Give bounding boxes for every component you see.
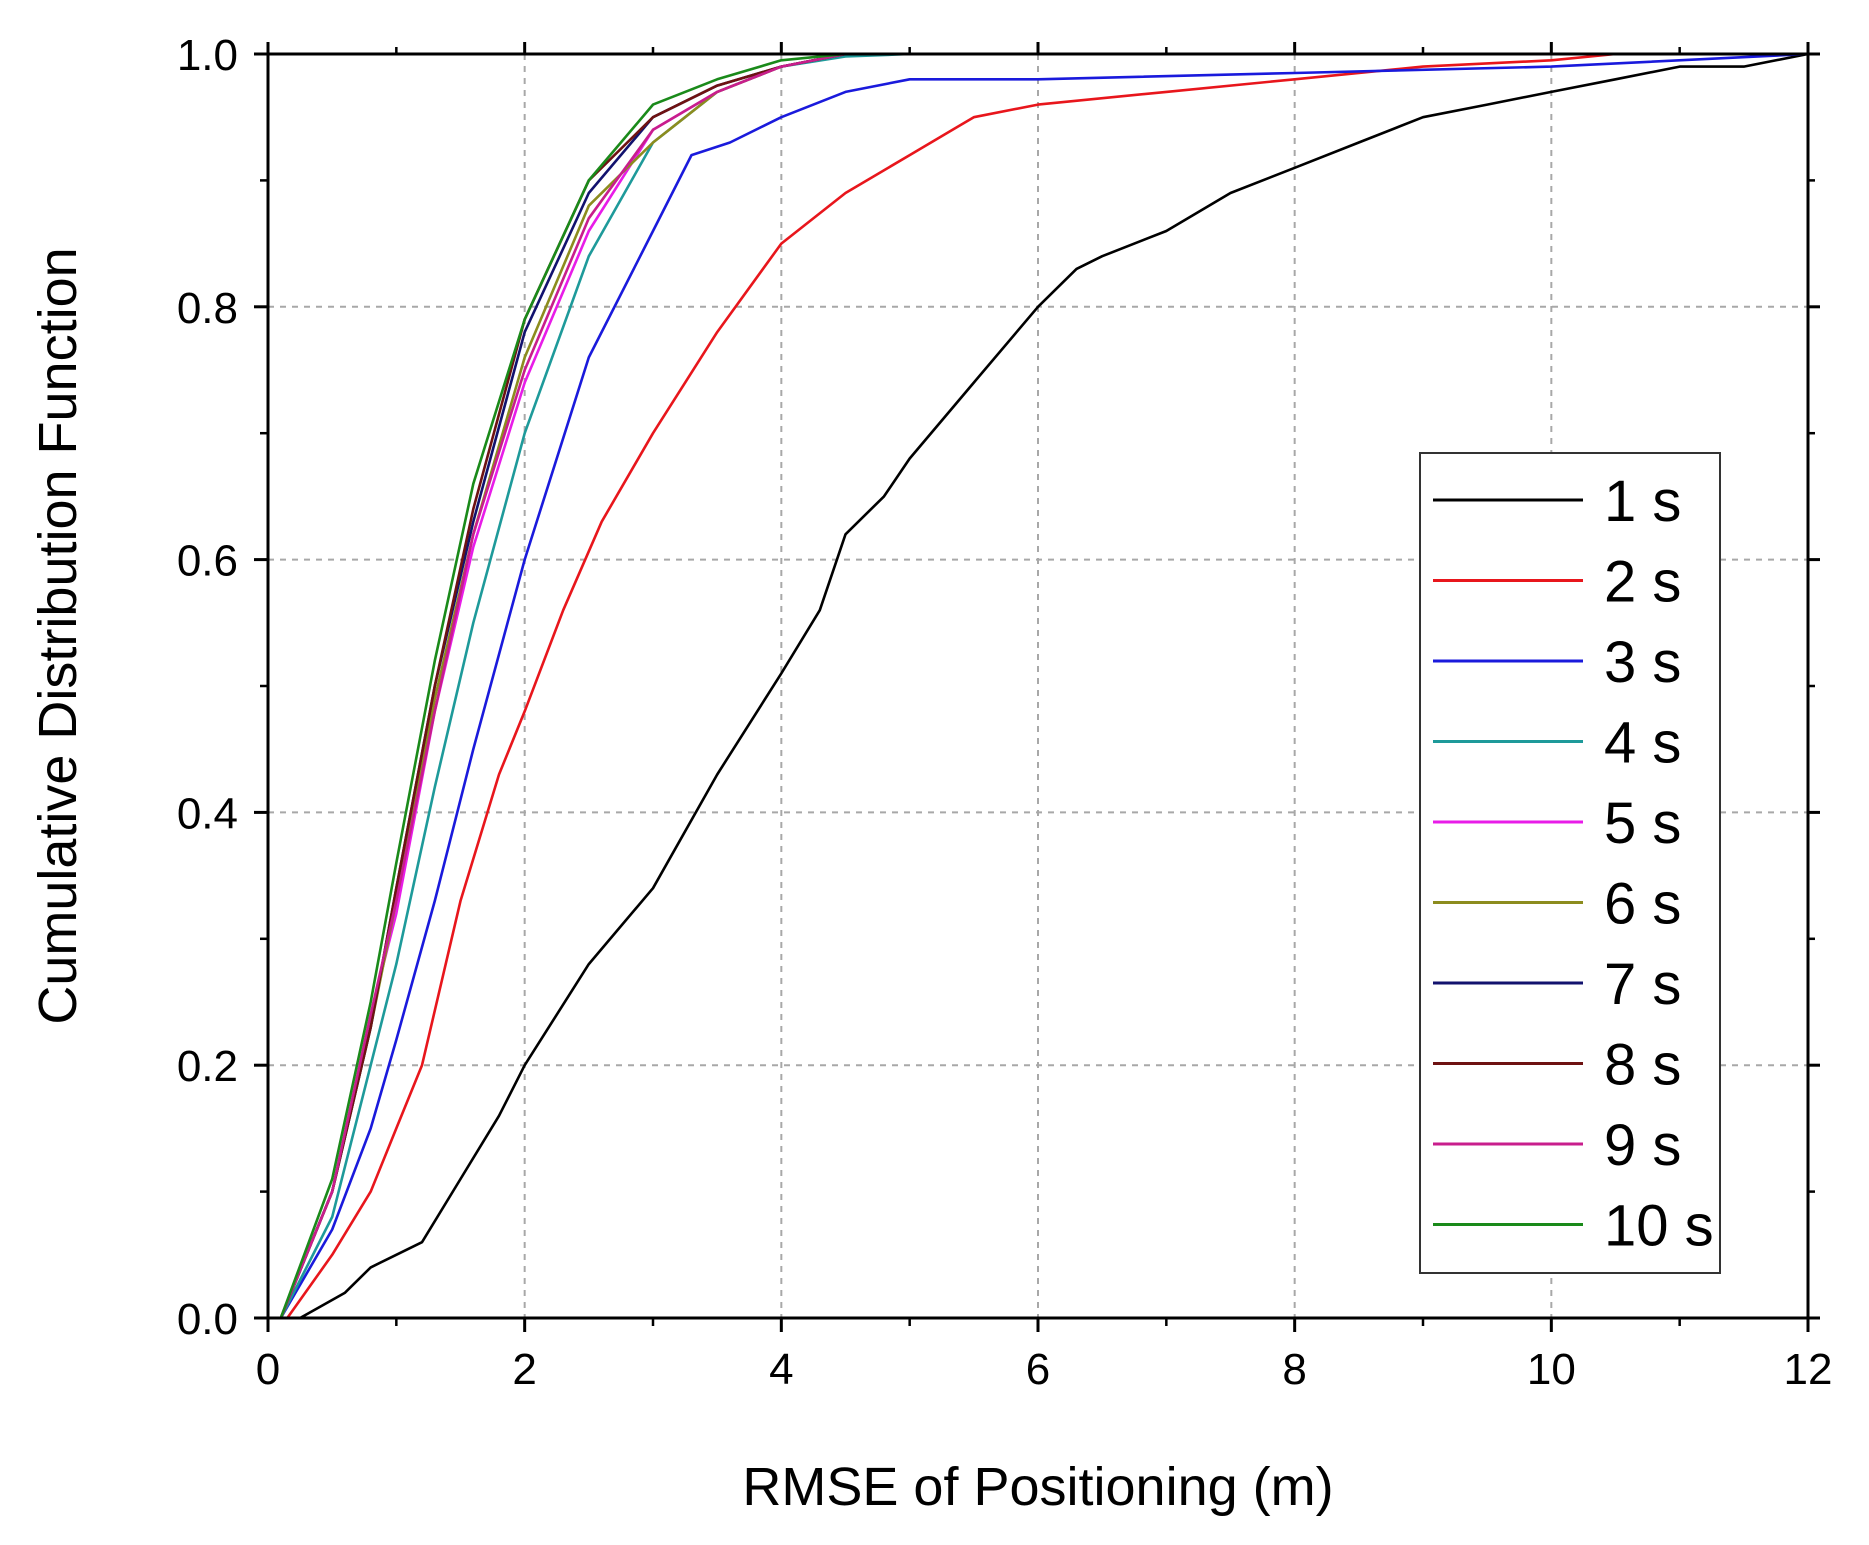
series-line-1s [299,52,1809,1320]
x-tick-label: 8 [1282,1345,1306,1394]
legend-label: 8 s [1604,1033,1681,1098]
series-line-9s [279,52,1808,1319]
x-tick-label: 0 [256,1345,280,1394]
legend-label: 10 s [1604,1194,1714,1259]
y-tick-label: 0.4 [177,789,238,838]
y-tick-label: 0.2 [177,1042,238,1091]
legend-items: 1 s 2 s 3 s 4 s 5 s 6 s 7 s 8 s 9 s 10 s [1433,469,1714,1259]
legend-label: 7 s [1604,952,1681,1017]
legend-label: 3 s [1604,630,1681,695]
x-tick-label: 6 [1026,1345,1050,1394]
series-line-3s [279,52,1809,1319]
x-axis-title: RMSE of Positioning (m) [742,1457,1333,1517]
legend: 1 s 2 s 3 s 4 s 5 s 6 s 7 s 8 s 9 s 10 s [1419,452,1721,1274]
legend-label: 6 s [1604,872,1681,937]
series-line-4s [279,52,1808,1319]
legend-label: 4 s [1604,711,1681,776]
x-tick-label: 2 [512,1345,536,1394]
x-tick-label: 10 [1527,1345,1576,1394]
y-axis-title: Cumulative Distribution Function [28,247,88,1024]
axis-ticks [254,42,1820,1332]
tick-labels: 0 2 4 6 8 10 12 0.0 0.2 0.4 0.6 0.8 1.0 [177,31,1833,1394]
legend-label: 5 s [1604,791,1681,856]
x-tick-label: 12 [1784,1345,1833,1394]
series-line-10s [279,52,1808,1319]
data-series [279,52,1809,1320]
y-tick-label: 0.8 [177,284,238,333]
y-tick-label: 0.6 [177,537,238,586]
legend-label: 9 s [1604,1113,1681,1178]
legend-label: 1 s [1604,469,1681,534]
series-line-2s [286,52,1808,1319]
x-tick-label: 4 [769,1345,793,1394]
legend-box [1419,452,1721,1274]
y-tick-label: 1.0 [177,31,238,80]
legend-label: 2 s [1604,550,1681,615]
y-tick-label: 0.0 [177,1295,238,1344]
